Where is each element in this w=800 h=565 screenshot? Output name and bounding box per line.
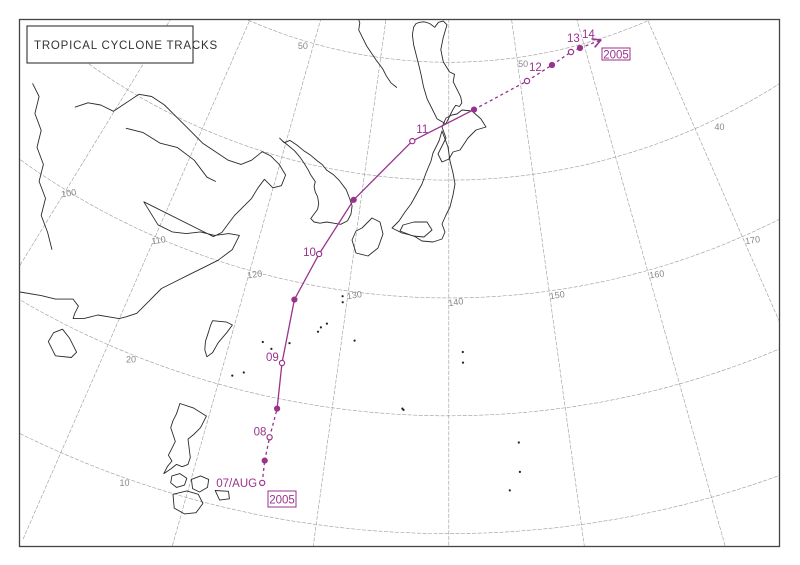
svg-text:12: 12 xyxy=(529,62,542,74)
svg-text:150: 150 xyxy=(549,289,565,301)
svg-text:170: 170 xyxy=(744,234,760,246)
svg-text:2005: 2005 xyxy=(269,494,295,506)
svg-text:50: 50 xyxy=(298,41,308,51)
svg-text:TROPICAL CYCLONE TRACKS: TROPICAL CYCLONE TRACKS xyxy=(34,40,218,52)
svg-text:07/AUG: 07/AUG xyxy=(216,478,257,490)
svg-text:20: 20 xyxy=(126,354,136,364)
svg-text:2005: 2005 xyxy=(603,49,629,61)
svg-text:13: 13 xyxy=(567,33,580,45)
svg-text:11: 11 xyxy=(416,124,428,136)
svg-text:130: 130 xyxy=(346,289,362,301)
svg-text:140: 140 xyxy=(448,296,464,308)
svg-text:10: 10 xyxy=(120,478,130,488)
svg-text:09: 09 xyxy=(266,352,279,364)
svg-text:50: 50 xyxy=(518,59,528,69)
svg-text:40: 40 xyxy=(715,122,725,132)
svg-text:100: 100 xyxy=(61,187,77,199)
svg-text:14: 14 xyxy=(582,29,595,41)
svg-text:110: 110 xyxy=(151,234,167,246)
svg-text:08: 08 xyxy=(254,426,267,438)
svg-text:10: 10 xyxy=(303,247,316,259)
svg-text:160: 160 xyxy=(649,268,665,280)
svg-text:120: 120 xyxy=(247,268,263,280)
